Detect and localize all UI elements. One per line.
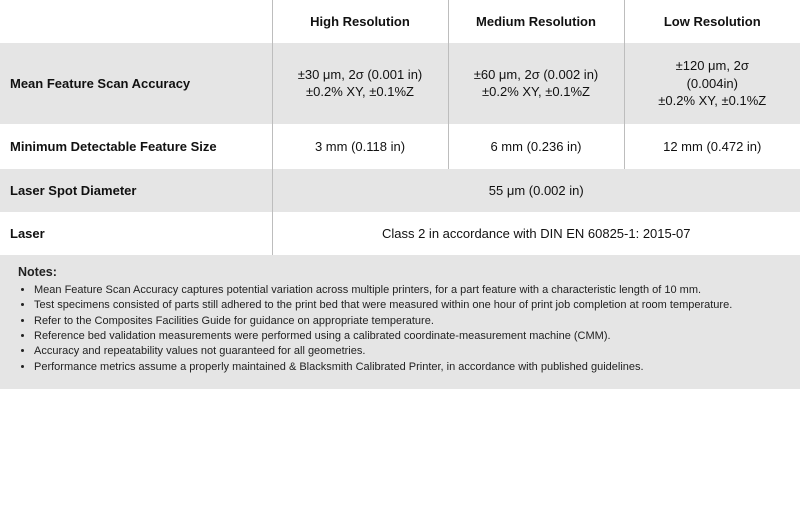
data-cell: ±30 μm, 2σ (0.001 in)±0.2% XY, ±0.1%Z — [272, 43, 448, 124]
row-label: Laser — [0, 212, 272, 255]
notes-title: Notes: — [18, 265, 782, 279]
data-cell: ±60 μm, 2σ (0.002 in)±0.2% XY, ±0.1%Z — [448, 43, 624, 124]
data-cell: 12 mm (0.472 in) — [624, 124, 800, 170]
table-header-row: High Resolution Medium Resolution Low Re… — [0, 0, 800, 43]
notes-item: Mean Feature Scan Accuracy captures pote… — [34, 283, 782, 297]
column-header: Low Resolution — [624, 0, 800, 43]
data-cell: 3 mm (0.118 in) — [272, 124, 448, 170]
notes-item: Test specimens consisted of parts still … — [34, 298, 782, 312]
table-row: Mean Feature Scan Accuracy±30 μm, 2σ (0.… — [0, 43, 800, 124]
data-cell: 6 mm (0.236 in) — [448, 124, 624, 170]
spanning-cell: 55 μm (0.002 in) — [272, 169, 800, 212]
table-row: LaserClass 2 in accordance with DIN EN 6… — [0, 212, 800, 255]
notes-item: Refer to the Composites Facilities Guide… — [34, 314, 782, 328]
spanning-cell: Class 2 in accordance with DIN EN 60825-… — [272, 212, 800, 255]
table-row: Minimum Detectable Feature Size3 mm (0.1… — [0, 124, 800, 170]
spec-table: High Resolution Medium Resolution Low Re… — [0, 0, 800, 255]
table-row: Laser Spot Diameter55 μm (0.002 in) — [0, 169, 800, 212]
row-label: Laser Spot Diameter — [0, 169, 272, 212]
notes-item: Accuracy and repeatability values not gu… — [34, 344, 782, 358]
notes-section: Notes: Mean Feature Scan Accuracy captur… — [0, 255, 800, 389]
row-label: Minimum Detectable Feature Size — [0, 124, 272, 170]
notes-item: Reference bed validation measurements we… — [34, 329, 782, 343]
table-body: Mean Feature Scan Accuracy±30 μm, 2σ (0.… — [0, 43, 800, 255]
header-empty — [0, 0, 272, 43]
column-header: High Resolution — [272, 0, 448, 43]
notes-list: Mean Feature Scan Accuracy captures pote… — [18, 283, 782, 374]
row-label: Mean Feature Scan Accuracy — [0, 43, 272, 124]
column-header: Medium Resolution — [448, 0, 624, 43]
notes-item: Performance metrics assume a properly ma… — [34, 360, 782, 374]
data-cell: ±120 μm, 2σ(0.004in)±0.2% XY, ±0.1%Z — [624, 43, 800, 124]
